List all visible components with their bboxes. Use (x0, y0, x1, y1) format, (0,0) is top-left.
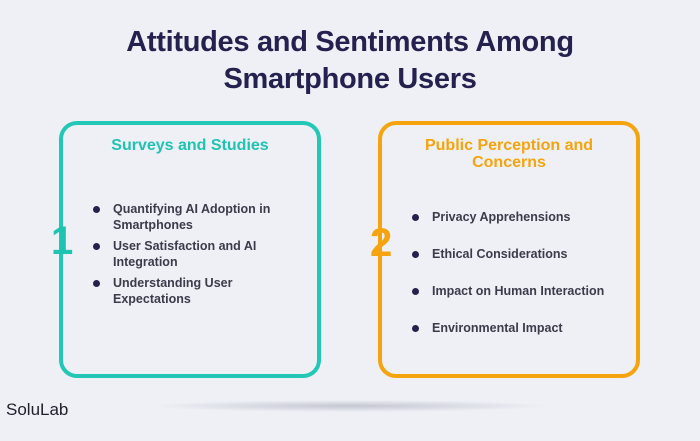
bullet-icon (93, 206, 100, 213)
card-number: 1 (51, 219, 74, 263)
list-item: Quantifying AI Adoption in Smartphones (93, 201, 307, 233)
bullet-list: Quantifying AI Adoption in Smartphones U… (93, 201, 307, 312)
list-item: Environmental Impact (412, 320, 626, 336)
card-number: 2 (370, 221, 393, 265)
list-item: User Satisfaction and AI Integration (93, 238, 307, 270)
bullet-icon (93, 280, 100, 287)
card-public-perception: Public Perception and Concerns 2 Privacy… (370, 121, 640, 378)
card-title: Public Perception and Concerns (382, 137, 636, 171)
brand-logo: SoluLab (6, 400, 69, 419)
card-title-line-2: Concerns (472, 154, 546, 171)
list-item-text: Quantifying AI Adoption in Smartphones (113, 202, 271, 232)
page-title-line-2: Smartphone Users (223, 63, 477, 95)
list-item: Privacy Apprehensions (412, 209, 626, 225)
list-item: Understanding User Expectations (93, 275, 307, 307)
list-item-text: User Satisfaction and AI Integration (113, 239, 257, 269)
bullet-icon (412, 251, 419, 258)
card-title: Surveys and Studies (111, 137, 269, 154)
floor-shadow (150, 400, 550, 412)
card-title-line-1: Public Perception and (424, 137, 594, 154)
list-item: Impact on Human Interaction (412, 283, 626, 299)
page-title: Attitudes and Sentiments Among Smartphon… (0, 24, 700, 98)
bullet-list: Privacy Apprehensions Ethical Considerat… (412, 209, 626, 357)
bullet-icon (412, 325, 419, 332)
bullet-icon (412, 288, 419, 295)
list-item-text: Impact on Human Interaction (432, 284, 605, 298)
card-surveys-and-studies: Surveys and Studies 1 Quantifying AI Ado… (51, 121, 321, 378)
list-item-text: Privacy Apprehensions (432, 210, 571, 224)
list-item-text: Understanding User Expectations (113, 276, 233, 306)
page-title-line-1: Attitudes and Sentiments Among (126, 26, 574, 58)
list-item: Ethical Considerations (412, 246, 626, 262)
list-item-text: Environmental Impact (432, 321, 563, 335)
bullet-icon (412, 214, 419, 221)
list-item-text: Ethical Considerations (432, 247, 568, 261)
bullet-icon (93, 243, 100, 250)
